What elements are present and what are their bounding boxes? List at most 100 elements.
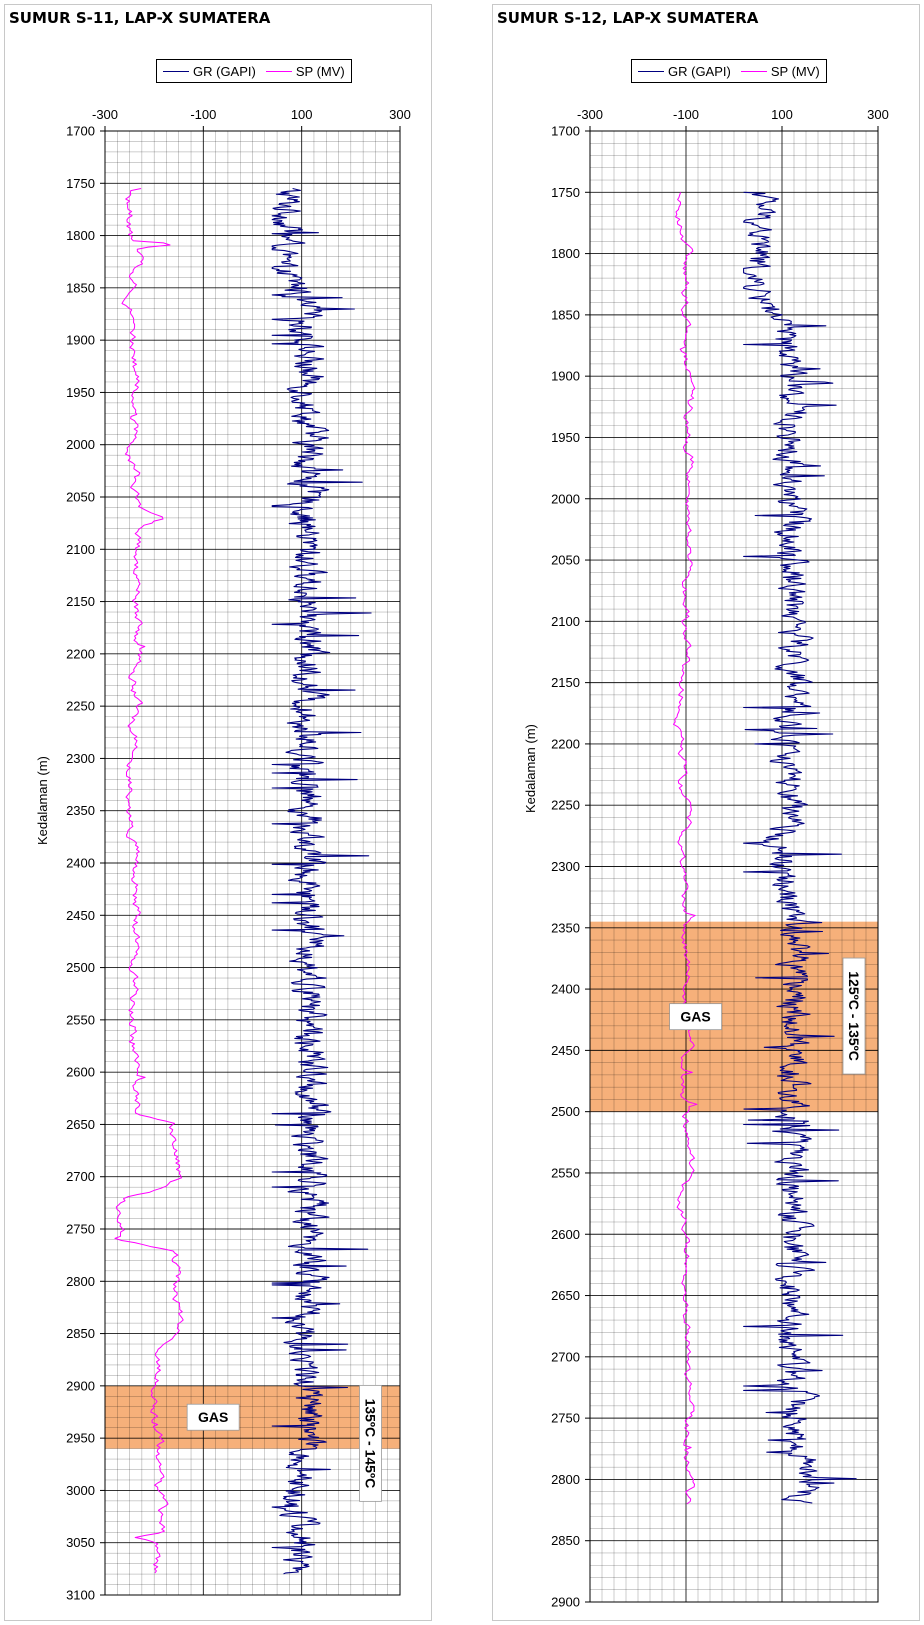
x-tick-label: -300 — [92, 107, 118, 122]
temperature-box — [359, 1384, 382, 1502]
x-tick-label: 300 — [867, 107, 889, 122]
sp-curve — [673, 192, 698, 1505]
y-tick-label: 3100 — [66, 1588, 95, 1603]
y-tick-label: 1800 — [66, 228, 95, 243]
x-tick-label: -100 — [190, 107, 216, 122]
y-tick-label: 2800 — [66, 1274, 95, 1289]
y-tick-label: 2150 — [551, 675, 580, 690]
legend-swatch-gr — [638, 70, 664, 72]
y-tick-label: 2900 — [66, 1378, 95, 1393]
legend-item-sp: SP (MV) — [265, 63, 345, 79]
y-tick-label: 2150 — [66, 594, 95, 609]
gas-label: GAS — [186, 1403, 240, 1431]
y-tick-label: 2500 — [66, 960, 95, 975]
plot-svg: -300 -100 100 300 1700 1750 1800 1850 1900 1950 20… — [551, 107, 889, 1610]
y-tick-label: 2050 — [66, 490, 95, 505]
y-tick-label: 2600 — [66, 1065, 95, 1080]
y-tick-label: 2850 — [551, 1533, 580, 1548]
plot-svg: -300 -100 100 300 1700 1750 1800 1850 1900 1950 20… — [66, 107, 411, 1603]
y-tick-label: 1700 — [551, 124, 580, 139]
plot-area: -300 -100 100 300 1700 1750 1800 1850 1900 1950 20… — [551, 107, 889, 1610]
y-tick-label: 2350 — [66, 803, 95, 818]
y-tick-label: 3000 — [66, 1483, 95, 1498]
y-tick-label: 2450 — [551, 1043, 580, 1058]
legend-item-gr: GR (GAPI) — [638, 64, 731, 79]
temperature-text: 135ºC - 145ºC — [363, 1399, 379, 1489]
y-tick-label: 1950 — [66, 385, 95, 400]
gas-label: GAS — [669, 1003, 723, 1031]
legend-item-gr: GR (GAPI) — [163, 64, 256, 79]
y-tick-label: 2750 — [551, 1411, 580, 1426]
legend-swatch-sp — [265, 70, 292, 72]
gas-label-text: GAS — [680, 1009, 710, 1025]
y-tick-label: 3050 — [66, 1535, 95, 1550]
y-tick-label: 1750 — [551, 185, 580, 200]
y-tick-label: 2400 — [66, 856, 95, 871]
chart-legend: GR (GAPI) SP (MV) — [631, 59, 827, 83]
legend-item-sp: SP (MV) — [740, 63, 820, 79]
y-tick-label: 2200 — [551, 736, 580, 751]
chart-title: SUMUR S-11, LAP-X SUMATERA — [9, 9, 271, 27]
y-tick-label: 1800 — [551, 246, 580, 261]
temperature-annotation: 125ºC - 135ºC — [842, 957, 866, 1075]
x-tick-label: -100 — [673, 107, 699, 122]
y-tick-label: 2750 — [66, 1222, 95, 1237]
y-tick-label: 1850 — [551, 307, 580, 322]
x-tick-label: 100 — [771, 107, 793, 122]
y-tick-label: 1950 — [551, 430, 580, 445]
x-tick-label: 300 — [389, 107, 411, 122]
y-tick-label: 2700 — [66, 1169, 95, 1184]
y-tick-label: 2250 — [66, 699, 95, 714]
y-tick-label: 2300 — [551, 859, 580, 874]
gr-curve — [743, 191, 857, 1504]
y-tick-label: 1900 — [551, 369, 580, 384]
y-tick-label: 2600 — [551, 1227, 580, 1242]
legend-label-gr: GR (GAPI) — [193, 63, 256, 79]
gas-label-box — [186, 1403, 240, 1431]
chart-panel-s12: SUMUR S-12, LAP-X SUMATERA GR (GAPI) SP … — [492, 4, 920, 1621]
y-tick-label: 2350 — [551, 920, 580, 935]
y-tick-label: 2550 — [551, 1165, 580, 1180]
x-tick-label: 100 — [291, 107, 313, 122]
plot-area: -300 -100 100 300 1700 1750 1800 1850 1900 1950 20… — [66, 107, 411, 1603]
chart-legend: GR (GAPI) SP (MV) — [156, 59, 352, 83]
y-tick-label: 1900 — [66, 333, 95, 348]
y-tick-label: 2100 — [66, 542, 95, 557]
y-tick-label: 2000 — [66, 437, 95, 452]
y-tick-label: 2050 — [551, 553, 580, 568]
legend-swatch-sp — [740, 70, 767, 72]
legend-swatch-gr — [163, 70, 189, 72]
y-tick-label: 1700 — [66, 124, 95, 139]
y-tick-label: 2450 — [66, 908, 95, 923]
temperature-box — [842, 957, 866, 1075]
sp-curve — [114, 188, 184, 1574]
y-tick-label: 2100 — [551, 614, 580, 629]
x-tick-label: -300 — [577, 107, 603, 122]
legend-label-sp: SP (MV) — [295, 63, 345, 79]
y-tick-label: 2200 — [66, 646, 95, 661]
chart-title: SUMUR S-12, LAP-X SUMATERA — [497, 9, 759, 27]
y-tick-label: 2300 — [66, 751, 95, 766]
y-tick-label: 2000 — [551, 491, 580, 506]
gas-label-text: GAS — [198, 1409, 228, 1425]
gas-label-box — [669, 1003, 723, 1031]
temperature-text: 125ºC - 135ºC — [846, 971, 862, 1061]
y-tick-label: 2900 — [551, 1595, 580, 1610]
y-tick-label: 2250 — [551, 798, 580, 813]
y-tick-label: 2500 — [551, 1104, 580, 1119]
y-tick-label: 2800 — [551, 1472, 580, 1487]
y-tick-label: 1750 — [66, 176, 95, 191]
y-tick-label: 2850 — [66, 1326, 95, 1341]
y-tick-label: 2650 — [551, 1288, 580, 1303]
gr-curve — [271, 187, 372, 1575]
y-tick-label: 2650 — [66, 1117, 95, 1132]
y-tick-label: 2700 — [551, 1349, 580, 1364]
y-tick-label: 2950 — [66, 1431, 95, 1446]
chart-panel-s11: SUMUR S-11, LAP-X SUMATERA GR (GAPI) SP … — [4, 4, 432, 1621]
y-tick-label: 2400 — [551, 982, 580, 997]
legend-label-sp: SP (MV) — [770, 63, 820, 79]
y-tick-label: 2550 — [66, 1012, 95, 1027]
y-tick-label: 1850 — [66, 280, 95, 295]
legend-label-gr: GR (GAPI) — [668, 63, 731, 79]
temperature-annotation: 135ºC - 145ºC — [359, 1384, 382, 1502]
